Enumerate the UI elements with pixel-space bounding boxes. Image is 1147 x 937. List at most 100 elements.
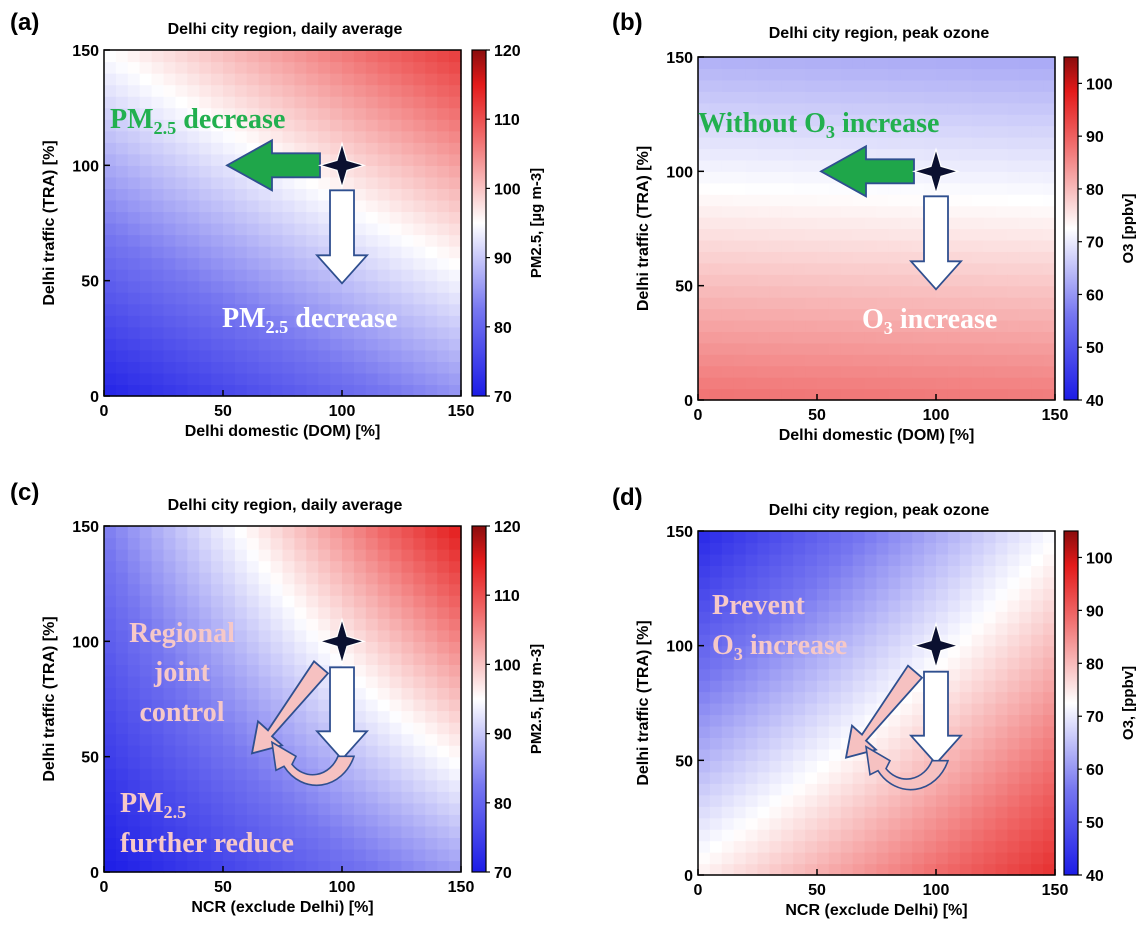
heatmap-cell (401, 606, 414, 619)
heatmap-cell (139, 618, 153, 631)
heatmap-cell (995, 748, 1008, 761)
heatmap-cell (270, 549, 284, 562)
heatmap-cell (864, 783, 878, 796)
heatmap-cell (936, 125, 949, 138)
heatmap-cell (924, 297, 937, 310)
heatmap-cell (449, 825, 462, 838)
heatmap-cell (698, 285, 711, 298)
heatmap-cell (840, 125, 854, 138)
heatmap-cell (745, 725, 759, 738)
heatmap-cell (852, 760, 866, 773)
heatmap-cell (377, 326, 391, 339)
heatmap-cell (995, 68, 1008, 81)
heatmap-cell (437, 802, 450, 815)
heatmap-cell (745, 703, 759, 716)
heatmap-cell (389, 768, 403, 781)
heatmap-cell (1031, 297, 1044, 310)
heatmap-cell (912, 576, 925, 589)
heatmap-cell (401, 791, 414, 804)
heatmap-cell (721, 760, 735, 773)
heatmap-cell (175, 326, 188, 339)
heatmap-cell (115, 595, 129, 608)
heatmap-cell (769, 354, 782, 367)
heatmap-cell (1031, 760, 1044, 773)
heatmap-cell (365, 710, 379, 723)
heatmap-cell (733, 137, 747, 150)
heatmap-cell (437, 349, 450, 362)
heatmap-cell (449, 687, 462, 700)
heatmap-cell (425, 280, 438, 293)
heatmap-cell (425, 722, 438, 735)
heatmap-cell (793, 251, 806, 264)
heatmap-cell (365, 629, 379, 642)
heatmap-cell (449, 618, 462, 631)
heatmap-cell (223, 779, 236, 792)
heatmap-cell (389, 699, 403, 712)
heatmap-cell (876, 342, 889, 355)
heatmap-cell (817, 217, 830, 230)
heatmap-cell (270, 61, 284, 74)
x-tick-label: 150 (1042, 882, 1069, 899)
heatmap-cell (912, 354, 925, 367)
heatmap-cell (353, 606, 367, 619)
heatmap-cell (888, 182, 901, 195)
heatmap-cell (852, 576, 866, 589)
heatmap-cell (745, 852, 759, 865)
heatmap-cell (936, 114, 949, 127)
heatmap-cell (365, 361, 379, 374)
heatmap-cell (223, 257, 236, 270)
heatmap-cell (733, 531, 747, 544)
heatmap-cell (709, 262, 723, 275)
heatmap-cell (924, 125, 937, 138)
heatmap-cell (199, 211, 212, 224)
heatmap-cell (876, 148, 889, 161)
heatmap-cell (175, 768, 188, 781)
heatmap-cell (365, 199, 379, 213)
heatmap-cell (425, 802, 438, 815)
heatmap-cell (1043, 771, 1056, 784)
heatmap-cell (959, 274, 973, 287)
heatmap-cell (104, 199, 117, 213)
heatmap-cell (793, 542, 806, 555)
heatmap-cell (936, 553, 949, 566)
heatmap-cell (294, 292, 307, 305)
heatmap-cell (306, 595, 319, 608)
heatmap-cell (437, 372, 450, 386)
heatmap-cell (234, 641, 248, 654)
heatmap-cell (983, 251, 997, 264)
heatmap-cell (270, 73, 284, 86)
heatmap-cell (234, 280, 248, 293)
heatmap-cell (805, 725, 818, 738)
heatmap-cell (389, 73, 403, 86)
heatmap-cell (876, 588, 889, 601)
heatmap-cell (1019, 377, 1032, 390)
heatmap-cell (983, 588, 997, 601)
heatmap-cell (781, 182, 794, 195)
heatmap-cell (757, 159, 770, 172)
heatmap-cell (769, 806, 782, 819)
heatmap-cell (864, 274, 878, 287)
heatmap-cell (294, 234, 307, 247)
heatmap-cell (449, 211, 462, 224)
heatmap-cell (757, 553, 770, 566)
heatmap-cell (127, 641, 141, 654)
heatmap-cell (721, 285, 735, 298)
heatmap-cell (959, 68, 973, 81)
heatmap-cell (709, 354, 723, 367)
heatmap-cell (793, 748, 806, 761)
heatmap-cell (1043, 102, 1056, 115)
heatmap-cell (258, 641, 272, 654)
heatmap-cell (888, 737, 901, 750)
heatmap-cell (306, 269, 319, 282)
heatmap-cell (377, 722, 391, 735)
heatmap-cell (401, 595, 414, 608)
heatmap-cell (365, 618, 379, 631)
heatmap-cell (900, 565, 913, 578)
heatmap-cell (947, 794, 961, 807)
heatmap-cell (709, 239, 723, 252)
heatmap-cell (127, 779, 141, 792)
heatmap-cell (330, 292, 343, 305)
heatmap-cell (234, 84, 248, 97)
heatmap-cell (401, 349, 414, 362)
heatmap-cell (282, 837, 295, 850)
